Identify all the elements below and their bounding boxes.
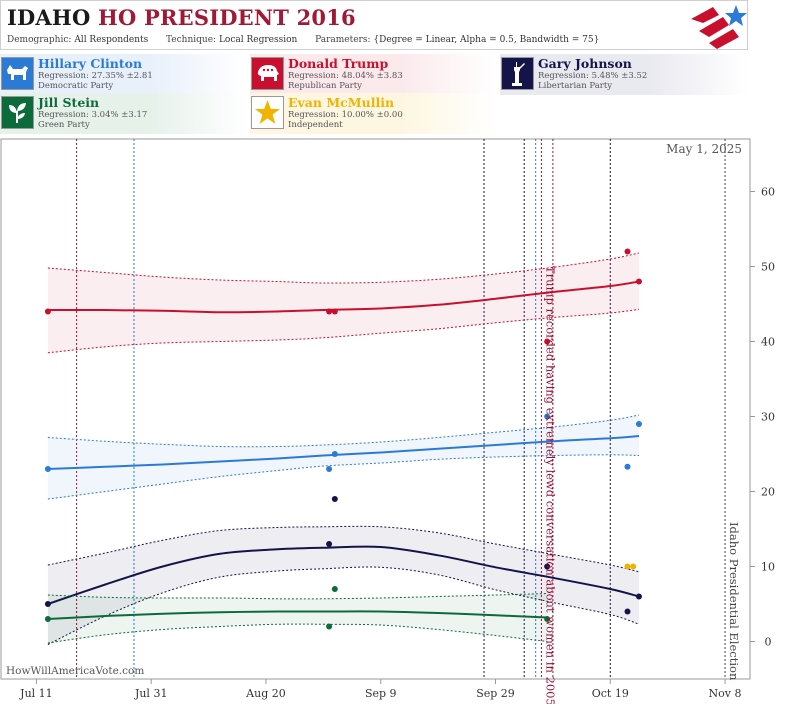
chart-header: IDAHO HO PRESIDENT 2016 Demographic: All… xyxy=(0,0,748,50)
band-lower-line xyxy=(47,623,548,644)
poll-point xyxy=(326,623,333,630)
candidate-card-clinton: Hillary Clinton Regression: 27.35% ±2.81… xyxy=(0,54,247,95)
poll-point xyxy=(624,563,631,570)
plot-frame xyxy=(0,138,751,680)
poll-point xyxy=(326,541,333,547)
candidate-regression: Regression: 48.04% ±3.83 xyxy=(288,71,403,81)
poll-point xyxy=(331,308,338,315)
confidence-band xyxy=(47,253,639,353)
globe-leaf-icon xyxy=(1,96,34,129)
y-tick-label: 60 xyxy=(761,186,775,199)
x-tick-label: Sep 29 xyxy=(476,687,515,700)
band-upper-line xyxy=(47,593,548,600)
site-logo-icon xyxy=(691,5,747,49)
trend-line xyxy=(47,435,640,470)
x-tick-label: Nov 8 xyxy=(709,687,742,700)
candidate-party: Democratic Party xyxy=(38,81,114,91)
candidate-party: Republican Party xyxy=(288,81,362,91)
poll-point xyxy=(624,608,631,615)
x-tick-label: Jul 11 xyxy=(19,687,53,700)
band-upper-line xyxy=(47,525,640,573)
date-stamp: May 1, 2025 xyxy=(666,142,742,156)
star-icon xyxy=(251,96,284,129)
poll-point xyxy=(326,466,333,472)
race-name: HO PRESIDENT 2016 xyxy=(97,5,356,30)
poll-point xyxy=(44,308,51,315)
trend-line xyxy=(47,280,640,314)
chart-area: 0 10 20 30 40 50 60 Jul 11 Jul 31 Aug 20 Sep 9 Sep … xyxy=(0,138,789,704)
parameters-line: Demographic: All Respondents Technique: … xyxy=(7,35,599,45)
x-tick-label: Jul 31 xyxy=(134,687,168,700)
poll-point xyxy=(635,593,642,600)
poll-point xyxy=(630,563,637,570)
band-lower-line xyxy=(47,308,640,354)
candidate-party: Libertarian Party xyxy=(538,81,613,91)
event-annotation: Trump recorded having extremely lewd con… xyxy=(543,266,557,704)
candidate-name: Hillary Clinton xyxy=(38,56,143,71)
candidate-card-johnson: Gary Johnson Regression: 5.48% ±3.52 Lib… xyxy=(500,54,747,95)
poll-point xyxy=(544,563,551,570)
trend-line xyxy=(47,545,640,605)
candidate-name: Gary Johnson xyxy=(538,56,632,71)
confidence-band xyxy=(47,526,639,645)
poll-point xyxy=(635,421,642,427)
candidate-regression: Regression: 3.04% ±3.17 xyxy=(38,110,148,120)
parameters-value: {Degree = Linear, Alpha = 0.5, Bandwidth… xyxy=(373,35,600,45)
candidate-regression: Regression: 10.00% ±0.00 xyxy=(288,110,403,120)
poll-point xyxy=(331,586,338,592)
demographic-value: All Respondents xyxy=(74,35,149,45)
poll-point xyxy=(624,463,631,470)
candidate-regression: Regression: 5.48% ±3.52 xyxy=(538,71,648,81)
y-tick-label: 30 xyxy=(761,411,775,424)
x-tick-label: Sep 9 xyxy=(365,687,397,700)
trend-line xyxy=(47,610,548,620)
parameters-label: Parameters: xyxy=(315,35,371,45)
poll-point xyxy=(326,308,333,315)
regression-chart: 0 10 20 30 40 50 60 Jul 11 Jul 31 Aug 20 Sep 9 Sep … xyxy=(0,138,775,704)
liberty-icon xyxy=(501,57,534,90)
candidate-regression: Regression: 27.35% ±2.81 xyxy=(38,71,153,81)
y-tick-label: 40 xyxy=(761,336,775,349)
x-tick-label: Oct 19 xyxy=(592,687,629,700)
demographic-label: Demographic: xyxy=(7,35,72,45)
x-tick-label: Aug 20 xyxy=(245,687,286,700)
candidate-name: Donald Trump xyxy=(288,56,389,71)
elephant-icon xyxy=(251,57,284,90)
candidate-name: Evan McMullin xyxy=(288,95,395,110)
poll-point xyxy=(331,451,338,457)
poll-point xyxy=(635,278,642,285)
event-annotation: Idaho Presidential Election xyxy=(727,522,741,681)
confidence-band xyxy=(47,593,548,643)
poll-point xyxy=(44,601,51,607)
y-tick-label: 50 xyxy=(761,261,775,274)
donkey-icon xyxy=(1,57,34,90)
confidence-band xyxy=(47,415,639,499)
poll-point xyxy=(44,466,51,472)
candidate-card-stein: Jill Stein Regression: 3.04% ±3.17 Green… xyxy=(0,93,247,134)
band-lower-line xyxy=(47,566,640,645)
page-title: IDAHO HO PRESIDENT 2016 xyxy=(7,5,356,30)
y-tick-label: 0 xyxy=(765,636,772,649)
candidate-name: Jill Stein xyxy=(38,95,100,110)
y-tick-label: 20 xyxy=(761,486,775,499)
state-name: IDAHO xyxy=(7,5,91,30)
candidate-party: Green Party xyxy=(38,120,90,130)
y-tick-label: 10 xyxy=(761,561,775,574)
poll-point xyxy=(624,248,631,255)
poll-point xyxy=(544,413,551,420)
technique-value: Local Regression xyxy=(218,35,298,45)
band-lower-line xyxy=(47,454,640,500)
poll-point xyxy=(544,616,551,622)
poll-point xyxy=(44,616,51,622)
poll-point xyxy=(331,496,338,502)
candidate-party: Independent xyxy=(288,120,343,130)
candidate-card-trump: Donald Trump Regression: 48.04% ±3.83 Re… xyxy=(250,54,497,95)
watermark: HowWillAmericaVote.com xyxy=(6,665,144,677)
candidate-card-mcmullin: Evan McMullin Regression: 10.00% ±0.00 I… xyxy=(250,93,497,134)
technique-label: Technique: xyxy=(166,35,217,45)
poll-point xyxy=(544,338,551,345)
